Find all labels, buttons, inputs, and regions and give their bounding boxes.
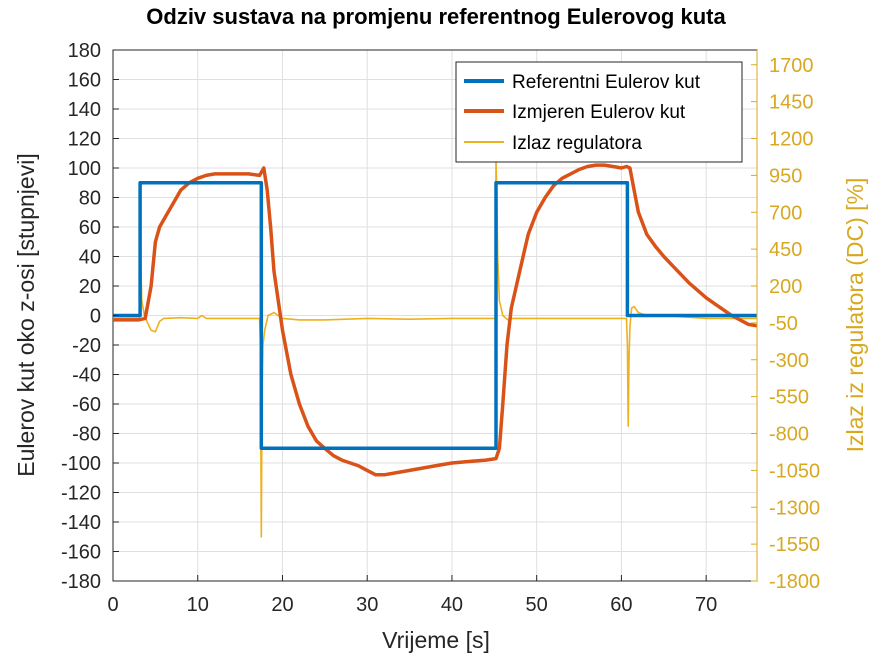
series-line-measured: [113, 163, 758, 477]
y-right-tick-label: 950: [769, 165, 802, 187]
legend: Referentni Eulerov kut Izmjeren Eulerov …: [455, 61, 743, 163]
y-tick-label: 0: [90, 306, 101, 328]
x-tick-label: 60: [610, 594, 632, 616]
y-right-tick-label: 1450: [769, 92, 814, 114]
y-tick-label: -40: [72, 365, 101, 387]
x-tick-label: 20: [271, 594, 293, 616]
y-tick-label: -160: [61, 542, 101, 564]
y-tick-label: 160: [68, 70, 101, 92]
y-tick-label: -140: [61, 512, 101, 534]
y-tick-label: 140: [68, 99, 101, 121]
x-tick-label: 0: [107, 594, 118, 616]
y-tick-label: 20: [79, 276, 101, 298]
y-tick-label: 80: [79, 188, 101, 210]
y-right-tick-label: -800: [769, 424, 809, 446]
x-axis-label: Vrijeme [s]: [382, 627, 490, 653]
x-tick-label: 70: [695, 594, 717, 616]
x-tick-label: 50: [526, 594, 548, 616]
y-tick-label: -100: [61, 453, 101, 475]
y-tick-label: 120: [68, 129, 101, 151]
y-tick-label: 100: [68, 158, 101, 180]
y-right-tick-label: 200: [769, 276, 802, 298]
y-tick-label: 60: [79, 217, 101, 239]
y-right-tick-label: -1050: [769, 460, 820, 482]
y-right-tick-label: -50: [769, 313, 798, 335]
legend-label-reference: Referentni Eulerov kut: [512, 72, 701, 93]
x-tick-label: 10: [187, 594, 209, 616]
y-right-tick-label: -550: [769, 387, 809, 409]
y-tick-label: -80: [72, 424, 101, 446]
y-tick-label: -180: [61, 571, 101, 593]
y-tick-label: -20: [72, 335, 101, 357]
chart-title: Odziv sustava na promjenu referentnog Eu…: [146, 4, 726, 29]
y-axis-left: 180 160 140 120 100 80 60 40 20 0 -20 -40 -60 -80 -100…: [61, 40, 119, 593]
y-right-tick-label: 1200: [769, 129, 814, 151]
legend-label-controller: Izlaz regulatora: [512, 133, 642, 154]
y-tick-label: 180: [68, 40, 101, 62]
y-axis-label: Eulerov kut oko z-osi [stupnjevi]: [13, 153, 39, 476]
y-right-tick-label: -1800: [769, 571, 820, 593]
y-axis-right: 1700 1450 1200 950 700 450 200 -50 -300 -550 -800 -…: [751, 50, 820, 593]
y-right-tick-label: -300: [769, 350, 809, 372]
x-axis: 0 10 20 30 40 50 60 70: [107, 575, 717, 616]
y-right-tick-label: -1550: [769, 534, 820, 556]
legend-label-measured: Izmjeren Eulerov kut: [512, 102, 686, 123]
series-line-controller: [113, 159, 757, 538]
y-right-tick-label: 1700: [769, 55, 814, 77]
y-right-tick-label: 450: [769, 239, 802, 261]
y-tick-label: -60: [72, 394, 101, 416]
y-axis-right-label: Izlaz iz regulatora (DC) [%]: [842, 178, 868, 453]
y-right-tick-label: 700: [769, 202, 802, 224]
series-line-reference: [113, 181, 757, 451]
y-right-tick-label: -1300: [769, 497, 820, 519]
series-group: [113, 159, 758, 538]
x-tick-label: 30: [356, 594, 378, 616]
x-tick-label: 40: [441, 594, 463, 616]
y-tick-label: 40: [79, 247, 101, 269]
y-tick-label: -120: [61, 483, 101, 505]
